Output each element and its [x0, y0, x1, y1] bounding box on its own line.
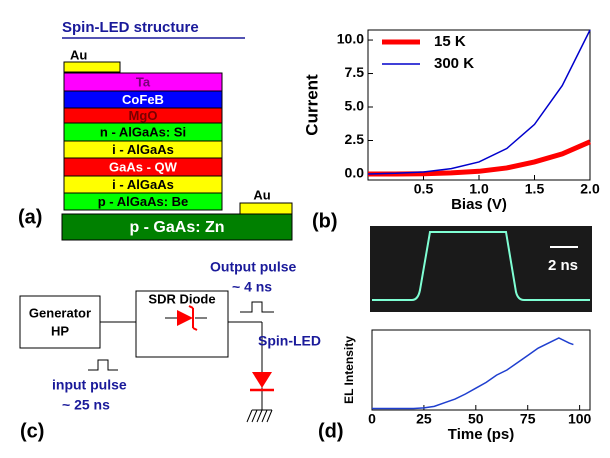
plot-frame — [371, 329, 591, 411]
x-axis-label: Time (ps) — [448, 426, 514, 443]
diode-symbol — [188, 305, 198, 331]
panel-label: (d) — [318, 420, 344, 442]
data-line — [367, 29, 591, 175]
y-tick-label: 0.0 — [345, 165, 365, 181]
layer-label: GaAs - QW — [109, 159, 178, 174]
panel-label: (a) — [18, 206, 42, 228]
x-tick-label: 1.5 — [525, 181, 545, 197]
y-tick-label: 7.5 — [345, 64, 365, 80]
x-tick-label: 1.0 — [469, 181, 489, 197]
ground — [246, 409, 273, 423]
panel-label: (c) — [20, 420, 44, 442]
x-tick-label: 100 — [568, 411, 592, 427]
x-tick-label: 0.5 — [414, 181, 434, 197]
input-pulse-icon — [88, 359, 118, 371]
x-tick-label: 75 — [520, 411, 536, 427]
x-tick-label: 2.0 — [580, 181, 600, 197]
y-tick-label: 2.5 — [345, 131, 365, 147]
x-tick-label: 0 — [368, 411, 376, 427]
layer-label: CoFeB — [122, 92, 164, 107]
x-tick-label: 25 — [416, 411, 432, 427]
panel-label: (b) — [312, 210, 338, 232]
spin-led-label: Spin-LED — [258, 333, 321, 349]
layer-label: Ta — [136, 74, 151, 89]
generator-label: HP — [51, 323, 69, 338]
led-symbol — [252, 372, 272, 388]
y-tick-label: 10.0 — [337, 31, 364, 47]
y-axis-label: EL Intensity — [342, 336, 356, 404]
layer — [61, 213, 293, 241]
input-pulse-label: ~ 25 ns — [62, 397, 110, 413]
layer-label: n - AlGaAs: Si — [100, 124, 186, 139]
y-tick-label: 5.0 — [345, 98, 365, 114]
structure-title: Spin-LED structure — [62, 19, 199, 36]
layer-label: MgO — [129, 108, 158, 123]
output-pulse-label: ~ 4 ns — [232, 279, 272, 295]
layer — [63, 192, 223, 211]
x-tick-label: 50 — [468, 411, 484, 427]
layer — [63, 61, 121, 73]
generator-label: Generator — [29, 305, 91, 320]
diode-box — [135, 290, 229, 358]
circuit — [19, 290, 274, 423]
scope-trace — [372, 231, 590, 301]
input-pulse-label: input pulse — [52, 377, 127, 393]
data-line — [368, 139, 591, 177]
legend-label: 15 K — [434, 33, 466, 50]
data-line — [372, 337, 574, 410]
layer-label: Au — [253, 187, 270, 202]
layer-label: p - AlGaAs: Be — [98, 194, 189, 209]
layer-label: p - GaAs: Zn — [129, 219, 224, 236]
y-axis-label: Current — [302, 74, 321, 136]
scale-label: 2 ns — [548, 257, 578, 274]
charts: 0.5 1.0 1.5 2.0 0.0 2.5 5.0 7.5 10.0 Bias (V) Curr… — [302, 29, 600, 443]
diode-symbol — [177, 310, 193, 326]
legend-label: 300 K — [434, 55, 474, 72]
layer-label: i - AlGaAs — [112, 142, 174, 157]
output-pulse-icon — [240, 301, 274, 313]
layer-label: i - AlGaAs — [112, 177, 174, 192]
layer — [239, 202, 293, 215]
scope-image — [370, 226, 592, 312]
x-axis-label: Bias (V) — [451, 196, 507, 213]
output-pulse-label: Output pulse — [210, 259, 297, 275]
diode-label: SDR Diode — [148, 291, 215, 306]
layer-label: Au — [70, 47, 87, 62]
